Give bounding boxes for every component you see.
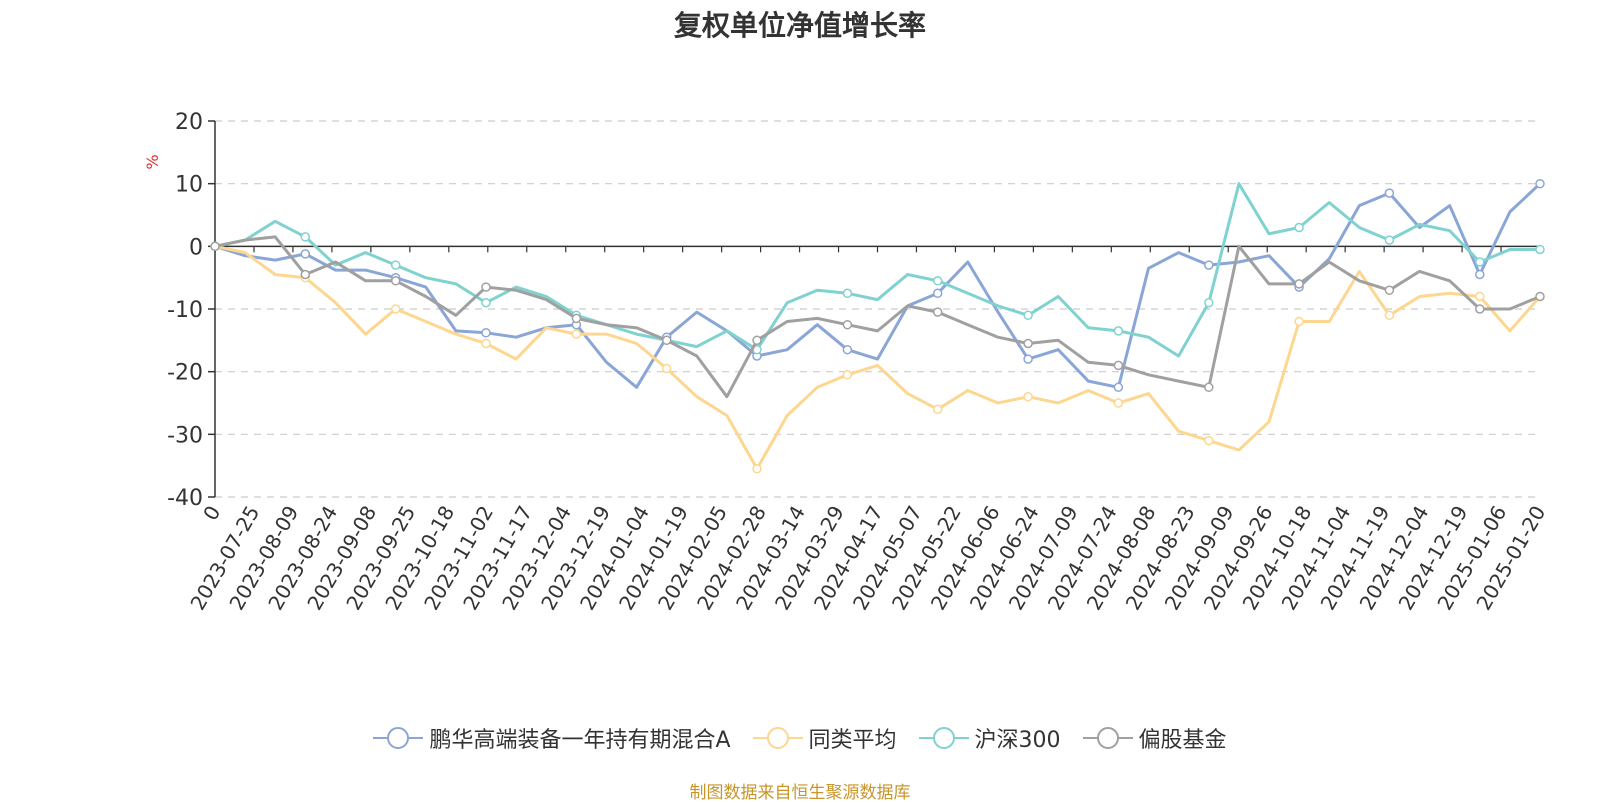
data-point bbox=[1204, 297, 1214, 308]
y-tick-label: 10 bbox=[175, 173, 203, 198]
legend-item[interactable]: 偏股基金 bbox=[1082, 722, 1227, 754]
legend-marker-icon bbox=[373, 727, 424, 749]
data-point bbox=[1023, 310, 1033, 321]
data-point bbox=[390, 276, 401, 286]
chart-title: 复权单位净值增长率 bbox=[673, 9, 926, 42]
y-tick-label: -30 bbox=[167, 423, 203, 448]
y-axis-unit: % bbox=[143, 154, 162, 169]
data-point bbox=[1475, 304, 1485, 314]
legend-marker-icon bbox=[752, 727, 803, 749]
legend-item[interactable]: 沪深300 bbox=[918, 722, 1061, 754]
data-point bbox=[1113, 360, 1124, 371]
data-point bbox=[300, 232, 311, 242]
series-line bbox=[214, 244, 1542, 471]
data-point bbox=[932, 276, 943, 286]
data-point bbox=[932, 288, 943, 299]
data-point bbox=[390, 304, 401, 314]
y-tick-label: -20 bbox=[167, 361, 203, 386]
data-point bbox=[1535, 244, 1545, 255]
data-point bbox=[1535, 178, 1545, 189]
data-point bbox=[1384, 188, 1395, 198]
data-point bbox=[842, 288, 853, 299]
data-point bbox=[481, 282, 491, 292]
data-point bbox=[571, 313, 582, 324]
data-point bbox=[300, 249, 311, 259]
legend-label: 同类平均 bbox=[808, 728, 897, 753]
data-point bbox=[300, 269, 311, 280]
series-lines bbox=[210, 178, 1545, 474]
data-point bbox=[932, 307, 943, 317]
data-point bbox=[1294, 316, 1304, 327]
data-point bbox=[481, 297, 491, 308]
series-2 bbox=[210, 182, 1545, 358]
data-point bbox=[390, 260, 401, 270]
data-point bbox=[752, 335, 762, 346]
x-tick-label: 0 bbox=[198, 502, 225, 525]
series-line bbox=[214, 182, 1540, 358]
legend-marker-icon bbox=[1082, 727, 1133, 749]
legend-item[interactable]: 同类平均 bbox=[752, 722, 897, 754]
data-point bbox=[571, 329, 582, 339]
data-point bbox=[1113, 382, 1124, 393]
data-point bbox=[1023, 391, 1033, 402]
legend-marker-icon bbox=[918, 727, 969, 749]
y-tick-label: 20 bbox=[175, 110, 203, 135]
data-point bbox=[661, 363, 672, 374]
line-chart: 20100-10-20-30-40%02023-07-252023-08-092… bbox=[143, 110, 1550, 614]
data-point bbox=[1294, 222, 1304, 233]
data-point bbox=[932, 404, 943, 415]
axes bbox=[208, 120, 1541, 498]
data-point bbox=[1023, 338, 1033, 349]
data-point bbox=[661, 335, 672, 346]
data-point bbox=[1535, 291, 1545, 302]
data-point bbox=[1294, 279, 1304, 289]
data-point bbox=[481, 328, 491, 338]
data-point bbox=[1384, 235, 1395, 245]
data-point bbox=[1475, 257, 1485, 267]
y-tick-label: -10 bbox=[167, 298, 203, 323]
data-point bbox=[1475, 291, 1485, 302]
grid-lines bbox=[215, 120, 1540, 498]
data-point bbox=[1204, 435, 1214, 446]
data-point bbox=[842, 319, 853, 330]
legend-label: 沪深300 bbox=[974, 728, 1061, 753]
axis-labels: 20100-10-20-30-40%02023-07-252023-08-092… bbox=[143, 110, 1550, 614]
data-point bbox=[1023, 354, 1033, 364]
series-line bbox=[214, 235, 1541, 399]
legend-label: 偏股基金 bbox=[1138, 728, 1227, 753]
data-point bbox=[1113, 326, 1124, 336]
legend-label: 鹏华高端装备一年持有期混合A bbox=[429, 728, 731, 753]
data-point bbox=[1475, 269, 1485, 280]
data-point bbox=[1204, 382, 1214, 393]
y-tick-label: -40 bbox=[167, 486, 203, 511]
data-point bbox=[752, 464, 762, 474]
y-tick-label: 0 bbox=[189, 235, 203, 260]
data-point bbox=[481, 338, 491, 349]
series-0 bbox=[210, 178, 1545, 393]
data-point bbox=[842, 344, 853, 355]
series-3 bbox=[210, 235, 1545, 399]
data-point bbox=[1384, 285, 1395, 295]
legend-item[interactable]: 鹏华高端装备一年持有期混合A bbox=[373, 722, 731, 754]
data-point bbox=[1384, 310, 1395, 321]
data-point bbox=[1204, 260, 1214, 270]
data-point bbox=[1113, 398, 1124, 408]
data-point bbox=[210, 241, 220, 252]
legend: 鹏华高端装备一年持有期混合A 同类平均 沪深300 偏股基金 bbox=[0, 722, 1600, 754]
data-point bbox=[842, 370, 853, 380]
source-note: 制图数据来自恒生聚源数据库 bbox=[689, 783, 911, 803]
